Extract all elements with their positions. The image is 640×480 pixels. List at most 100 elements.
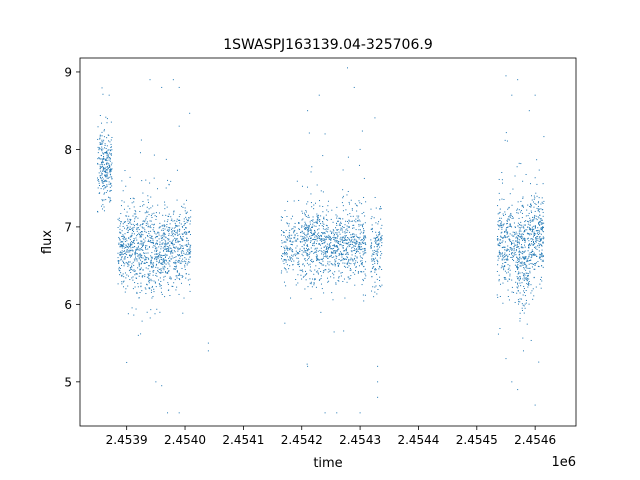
data-point	[138, 232, 140, 234]
data-point	[97, 177, 99, 179]
data-point	[101, 87, 103, 89]
data-point	[318, 94, 320, 96]
data-point	[304, 250, 306, 252]
data-point	[136, 273, 138, 275]
data-point	[184, 223, 186, 225]
data-point	[148, 278, 150, 280]
data-point	[537, 230, 539, 232]
data-point	[284, 210, 286, 212]
data-point	[305, 224, 307, 226]
data-point	[168, 270, 170, 272]
data-point	[163, 226, 165, 228]
data-point	[532, 250, 534, 252]
data-point	[517, 222, 519, 224]
data-point	[322, 232, 324, 234]
data-point	[185, 262, 187, 264]
data-point	[521, 261, 523, 263]
data-point	[533, 219, 535, 221]
data-point	[126, 262, 128, 264]
data-point	[351, 247, 353, 249]
data-point	[336, 240, 338, 242]
data-point	[136, 235, 138, 237]
data-point	[531, 263, 533, 265]
data-point	[350, 269, 352, 271]
data-point	[507, 245, 509, 247]
data-point	[364, 249, 366, 251]
data-point	[328, 244, 330, 246]
data-point	[102, 170, 104, 172]
data-point	[542, 211, 544, 213]
data-point	[542, 202, 544, 204]
data-point	[500, 235, 502, 237]
data-point	[129, 261, 131, 263]
data-point	[325, 250, 327, 252]
data-point	[125, 238, 127, 240]
data-point	[118, 220, 120, 222]
data-point	[534, 268, 536, 270]
data-point	[531, 243, 533, 245]
data-point	[539, 218, 541, 220]
data-point	[286, 252, 288, 254]
data-point	[131, 232, 133, 234]
data-point	[133, 220, 135, 222]
data-point	[122, 260, 124, 262]
data-point	[304, 240, 306, 242]
data-point	[109, 186, 111, 188]
data-point	[499, 211, 501, 213]
data-point	[172, 220, 174, 222]
data-point	[168, 260, 170, 262]
data-point	[511, 226, 513, 228]
data-point	[172, 232, 174, 234]
data-point	[154, 313, 156, 315]
data-point	[374, 237, 376, 239]
data-point	[122, 223, 124, 225]
data-point	[290, 237, 292, 239]
data-point	[163, 254, 165, 256]
data-point	[307, 245, 309, 247]
data-point	[122, 253, 124, 255]
x-tick-label: 2.4544	[397, 433, 439, 447]
data-point	[188, 231, 190, 233]
data-point	[337, 220, 339, 222]
data-point	[353, 241, 355, 243]
data-point	[348, 226, 350, 228]
data-point	[505, 261, 507, 263]
data-point	[143, 242, 145, 244]
data-point	[534, 254, 536, 256]
data-point	[183, 228, 185, 230]
data-point	[513, 248, 515, 250]
data-point	[152, 274, 154, 276]
data-point	[175, 224, 177, 226]
data-point	[317, 273, 319, 275]
data-point	[350, 259, 352, 261]
data-point	[515, 261, 517, 263]
data-point	[327, 271, 329, 273]
data-point	[344, 232, 346, 234]
data-point	[326, 243, 328, 245]
data-point	[507, 258, 509, 260]
data-point	[504, 213, 506, 215]
data-point	[137, 243, 139, 245]
data-point	[348, 258, 350, 260]
data-point	[354, 238, 356, 240]
data-point	[540, 255, 542, 257]
data-point	[153, 244, 155, 246]
data-point	[311, 225, 313, 227]
data-point	[318, 279, 320, 281]
data-point	[510, 214, 512, 216]
data-point	[131, 228, 133, 230]
data-point	[525, 173, 527, 175]
data-point	[528, 263, 530, 265]
data-point	[119, 246, 121, 248]
data-point	[353, 258, 355, 260]
data-point	[312, 278, 314, 280]
data-point	[533, 234, 535, 236]
data-point	[125, 277, 127, 279]
data-point	[520, 209, 522, 211]
data-point	[534, 226, 536, 228]
data-point	[151, 216, 153, 218]
data-point	[379, 257, 381, 259]
data-point	[102, 183, 104, 185]
data-point	[359, 412, 361, 414]
data-point	[311, 260, 313, 262]
